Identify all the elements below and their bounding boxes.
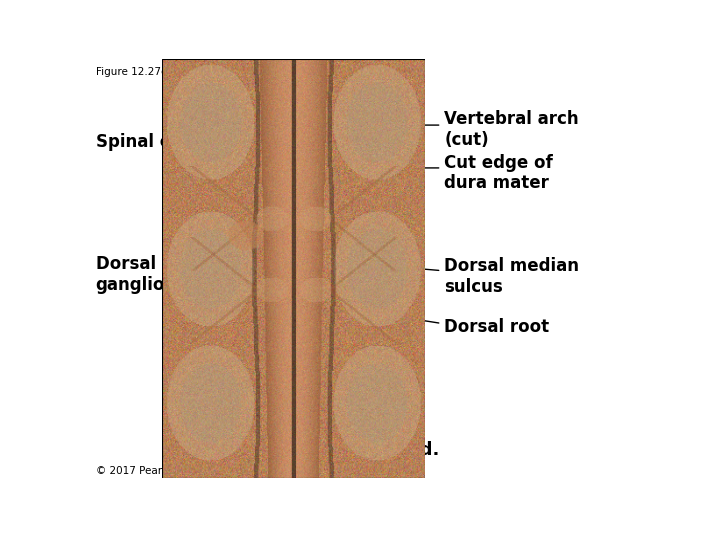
Text: Dorsal root
ganglion: Dorsal root ganglion [96, 255, 201, 294]
Text: © 2017 Pearson Education, Inc.: © 2017 Pearson Education, Inc. [96, 467, 261, 476]
Text: Dorsal median
sulcus: Dorsal median sulcus [444, 258, 580, 296]
Bar [162, 59, 425, 478]
Text: Dorsal root: Dorsal root [444, 318, 549, 336]
Text: Cut edge of
dura mater: Cut edge of dura mater [444, 153, 553, 192]
Text: Vertebral arch
(cut): Vertebral arch (cut) [444, 110, 579, 148]
Text: (c) Thoracic spinal cord.: (c) Thoracic spinal cord. [196, 441, 439, 459]
Text: Spinal cord: Spinal cord [96, 133, 201, 151]
Text: Figure 12.27c  Gross structure of the spinal cord, dorsal view.: Figure 12.27c Gross structure of the spi… [96, 67, 416, 77]
